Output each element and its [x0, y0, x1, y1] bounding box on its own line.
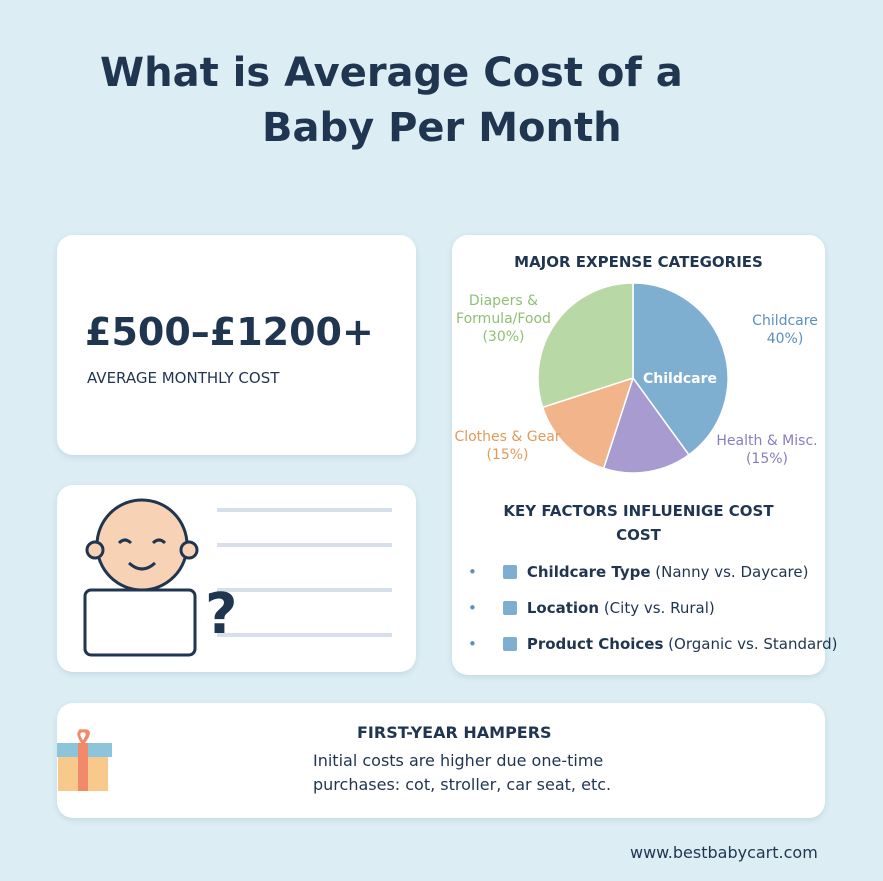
factor-detail: (Nanny vs. Daycare) [655, 563, 809, 581]
hampers-line: purchases: cot, stroller, car seat, etc. [313, 775, 612, 794]
pie-label: Health & Misc. (15%) [712, 432, 822, 468]
factor-bold: Location [526, 599, 600, 617]
baby-illustration: ? [83, 498, 392, 657]
pie-label-name: Health & Misc. [716, 433, 818, 449]
pie-value-label: (30%) [482, 329, 525, 345]
svg-text:?: ? [205, 582, 237, 647]
factors-title: KEY FACTORS INFLUENIGE COST COST [452, 499, 825, 547]
title-line: Baby Per Month [262, 105, 622, 151]
title-line: What is Average Cost of a [100, 50, 683, 96]
gift-icon [57, 729, 112, 791]
pie-value-label: (15%) [486, 447, 529, 463]
bullet-icon: • [468, 635, 477, 653]
pie-label-name: Diapers & Formula/Food [456, 293, 551, 327]
icon [502, 601, 517, 615]
cost-caption: AVERAGE MONTHLY COST [87, 369, 280, 387]
factors-title-line: KEY FACTORS INFLUENIGE COST [503, 502, 774, 520]
pie-label: Childcare 40%) [735, 312, 835, 348]
pie-value-label: 40%) [766, 331, 804, 347]
factor-bold: Product Choices [526, 635, 664, 653]
hampers-title: FIRST-YEAR HAMPERS [357, 723, 552, 742]
icon [502, 637, 517, 651]
factor-detail: (Organic vs. Standard) [668, 635, 838, 653]
factor-detail: (City vs. Rural) [603, 599, 715, 617]
factors-title-line: COST [616, 526, 661, 544]
pie-label: Clothes & Gear (15%) [450, 428, 565, 464]
pie-label-name: Clothes & Gear [454, 429, 561, 445]
factor-item: • Childcare Type (Nanny vs. Daycare) [468, 563, 837, 599]
hampers-line: Initial costs are higher due one-time [313, 751, 604, 770]
factor-list: • Childcare Type (Nanny vs. Daycare) • Loca… [468, 563, 837, 671]
pie-label: Diapers & Formula/Food (30%) [456, 292, 551, 346]
baby-card: ? [57, 485, 416, 672]
bullet-icon: • [468, 563, 477, 581]
bullet-icon: • [468, 599, 477, 617]
cost-amount: £500–£1200+ [85, 310, 374, 354]
factor-item: • Location (City vs. Rural) [468, 599, 837, 635]
hampers-card: FIRST-YEAR HAMPERS Initial costs are hig… [57, 703, 825, 818]
icon [502, 565, 517, 579]
hampers-text: Initial costs are higher due one-time pu… [313, 749, 611, 797]
factor-item: • Product Choices (Organic vs. Standard) [468, 635, 837, 671]
cost-card: £500–£1200+ AVERAGE MONTHLY COST [57, 235, 416, 455]
footer-url: www.bestbabycart.com [630, 843, 818, 862]
pie-label-name: Childcare [752, 313, 818, 329]
pie-value-label: (15%) [745, 451, 789, 467]
chart-title: MAJOR EXPENSE CATEGORIES [514, 253, 763, 271]
factor-bold: Childcare Type [526, 563, 651, 581]
